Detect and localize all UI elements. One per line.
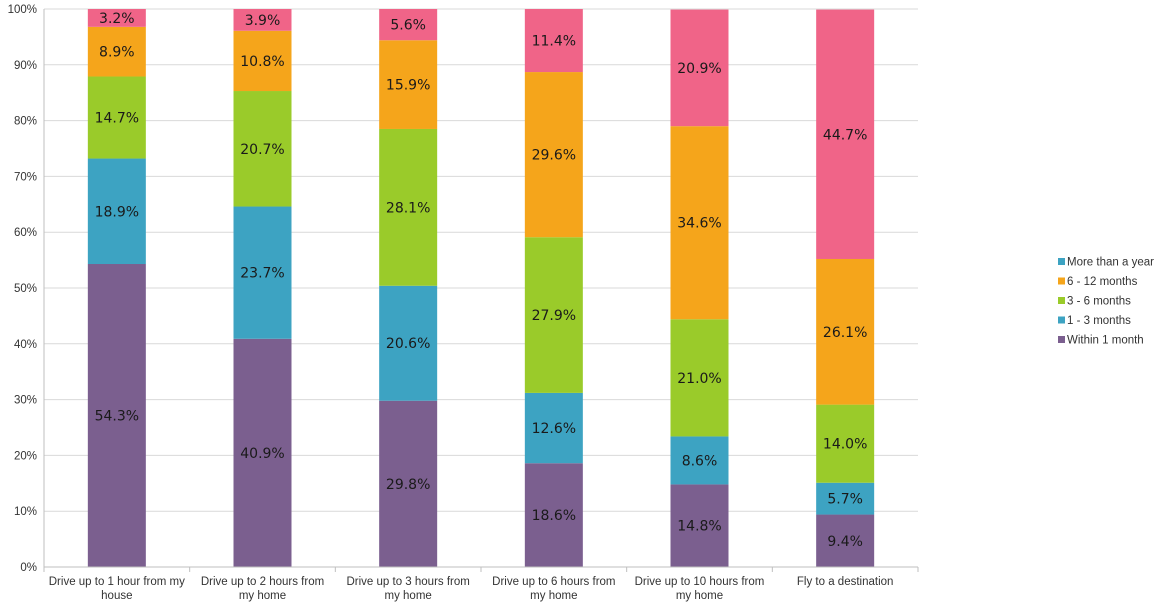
bar-segment: [670, 9, 729, 127]
y-tick-label: 80%: [14, 116, 37, 128]
data-label: 14.8%: [677, 519, 721, 535]
data-label: 15.9%: [386, 78, 430, 94]
bar-segment: [670, 319, 729, 437]
bar-segment: [87, 76, 146, 159]
bar-segment: [379, 400, 438, 567]
legend-label: Within 1 month: [1067, 335, 1144, 347]
bar-segment: [233, 91, 292, 207]
data-label: 3.9%: [245, 13, 281, 29]
data-label: 18.6%: [532, 508, 576, 524]
x-tick-label: my home: [239, 590, 286, 602]
axes: 0% 10% 20% 30% 40% 50% 60% 70% 80% 90% 100% Drive u…: [8, 4, 919, 602]
data-label: 8.6%: [682, 453, 718, 469]
data-label: 29.8%: [386, 477, 430, 493]
legend-label: 1 - 3 months: [1067, 315, 1131, 327]
data-label: 27.9%: [532, 308, 576, 324]
y-tick-label: 0%: [20, 562, 37, 574]
x-tick-label: house: [101, 590, 132, 602]
data-label: 3.2%: [99, 11, 135, 27]
x-tick-label: Drive up to 2 hours from: [201, 576, 324, 588]
data-label: 20.9%: [677, 61, 721, 77]
y-tick-label: 20%: [14, 450, 37, 462]
bar-segment: [816, 404, 875, 483]
y-tick-label: 40%: [14, 339, 37, 351]
data-label: 20.6%: [386, 336, 430, 352]
bar-segment: [87, 264, 146, 567]
data-label: 14.0%: [823, 437, 867, 453]
gridlines: [44, 8, 918, 568]
data-label: 54.3%: [95, 409, 139, 425]
x-tick-label: my home: [676, 590, 723, 602]
x-tick-label: my home: [530, 590, 577, 602]
bar-segment: [524, 9, 583, 73]
legend-label: 6 - 12 months: [1067, 276, 1138, 288]
bar-segment: [816, 258, 875, 405]
data-label: 12.6%: [532, 421, 576, 437]
data-label: 26.1%: [823, 325, 867, 341]
bar-segment: [816, 514, 875, 567]
data-label: 23.7%: [240, 266, 284, 282]
bar-segment: [524, 392, 583, 464]
bar-segment: [524, 463, 583, 567]
legend-swatch: [1058, 316, 1065, 324]
data-label: 9.4%: [827, 534, 863, 550]
data-label: 5.7%: [827, 492, 863, 508]
bar-segment: [524, 72, 583, 238]
data-label: 40.9%: [240, 446, 284, 462]
data-label: 34.6%: [677, 216, 721, 232]
y-tick-label: 100%: [8, 4, 37, 16]
bar-segment: [87, 26, 146, 77]
legend-swatch: [1058, 277, 1065, 285]
legend-swatch: [1058, 336, 1065, 343]
data-label: 11.4%: [532, 34, 576, 50]
x-tick-label: Drive up to 1 hour from my: [49, 576, 185, 588]
data-label: 18.9%: [95, 204, 139, 220]
bar-segment: [670, 436, 729, 485]
legend-label: More than a year: [1067, 257, 1154, 269]
legend-label: 3 - 6 months: [1067, 296, 1131, 308]
data-label: 21.0%: [677, 371, 721, 387]
data-label: 10.8%: [240, 54, 284, 70]
x-tick-label: Drive up to 3 hours from: [346, 576, 469, 588]
data-labels: 54.3% 18.9% 14.7% 8.9% 3.2% 40.9% 23.7% 20.7% 10…: [95, 11, 868, 550]
data-label: 29.6%: [532, 148, 576, 164]
y-tick-label: 30%: [14, 395, 37, 407]
legend-swatch: [1058, 297, 1065, 304]
data-label: 28.1%: [386, 200, 430, 216]
data-label: 8.9%: [99, 45, 135, 61]
bar-segment: [233, 30, 292, 92]
x-tick-label: Fly to a destination: [797, 576, 894, 588]
data-label: 14.7%: [95, 111, 139, 127]
bar-segment: [670, 484, 729, 567]
bars: [87, 9, 875, 567]
bar-segment: [379, 128, 438, 286]
x-tick-label: Drive up to 6 hours from: [492, 576, 615, 588]
bar-segment: [87, 158, 146, 265]
bar-segment: [233, 9, 292, 31]
bar-segment: [87, 9, 146, 27]
y-tick-label: 90%: [14, 60, 37, 72]
y-tick-label: 50%: [14, 283, 37, 295]
y-tick-label: 70%: [14, 171, 37, 183]
bar-segment: [233, 206, 292, 339]
data-label: 5.6%: [390, 18, 426, 34]
bar-segment: [379, 40, 438, 129]
bar-segment: [233, 338, 292, 567]
data-label: 20.7%: [240, 142, 284, 158]
y-tick-label: 10%: [14, 506, 37, 518]
bar-segment: [379, 285, 438, 401]
bar-segment: [670, 126, 729, 320]
x-tick-label: my home: [385, 590, 432, 602]
bar-segment: [816, 9, 875, 259]
data-label: 44.7%: [823, 127, 867, 143]
bar-segment: [379, 9, 438, 41]
legend: More than a year 6 - 12 months 3 - 6 month…: [1058, 257, 1154, 347]
y-tick-label: 60%: [14, 227, 37, 239]
bar-segment: [524, 237, 583, 393]
bar-segment: [816, 482, 875, 515]
legend-swatch: [1058, 258, 1065, 265]
x-tick-label: Drive up to 10 hours from: [635, 576, 765, 588]
